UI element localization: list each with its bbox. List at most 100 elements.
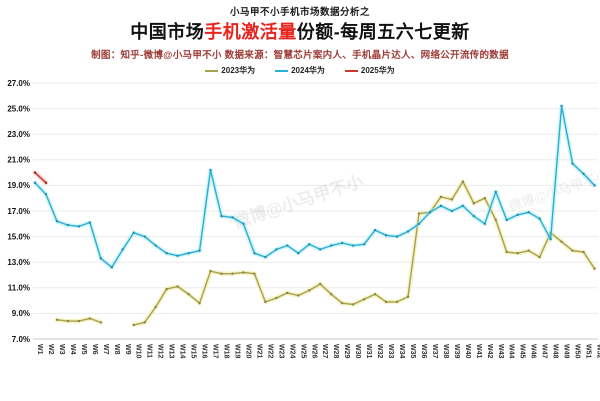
data-point-2023华为 (132, 323, 135, 327)
data-point-2024华为 (286, 244, 289, 247)
y-axis-label: 17.0% (7, 207, 30, 216)
legend-item: 2025华为 (344, 65, 395, 76)
data-point-2023华为 (461, 180, 465, 183)
x-axis-label: W7 (102, 344, 109, 355)
data-point-2024华为 (176, 254, 179, 257)
y-axis-label: 25.0% (7, 104, 30, 113)
x-axis-label: W27 (321, 344, 328, 359)
data-point-2024华为 (77, 225, 81, 228)
data-point-2023华为 (538, 255, 541, 259)
x-axis-label: W19 (233, 344, 240, 359)
data-point-2023华为 (417, 212, 421, 215)
data-point-2023华为 (66, 319, 70, 323)
x-axis-label: W24 (288, 344, 295, 359)
data-point-2023华为 (308, 289, 311, 292)
source-note: 制图：知乎-微博@小马甲不小 数据来源：智慧芯片案内人、手机晶片达人、网络公开流… (91, 50, 509, 61)
x-axis-label: W12 (157, 344, 164, 359)
data-point-2023华为 (242, 271, 245, 274)
page-title: 中国市场手机激活量份额-每周五六七更新 (0, 18, 600, 44)
legend-label: 2023华为 (221, 66, 256, 75)
data-point-2023华为 (351, 303, 355, 306)
data-point-2024华为 (242, 222, 245, 225)
data-point-2023华为 (505, 250, 508, 254)
data-point-2024华为 (121, 248, 124, 251)
x-axis-label: W47 (541, 344, 548, 359)
data-point-2023华为 (560, 240, 563, 243)
x-axis-label: W4 (69, 344, 76, 355)
x-axis-label: W29 (343, 344, 350, 359)
watermark: 微博@小马甲不小 (230, 171, 366, 232)
x-axis-label: W39 (453, 344, 460, 359)
data-point-2023华为 (319, 282, 322, 286)
y-axis-label: 11.0% (8, 284, 30, 293)
series-line-2024华为 (34, 105, 596, 268)
data-point-2024华为 (44, 193, 48, 196)
data-point-2024华为 (154, 244, 157, 247)
data-point-2023华为 (384, 300, 388, 304)
y-axis-label: 19.0% (7, 181, 30, 190)
data-point-2025华为 (44, 181, 48, 185)
x-axis-label: W51 (585, 344, 592, 359)
data-point-2024华为 (549, 237, 552, 241)
data-point-2024华为 (308, 243, 311, 246)
data-point-2024华为 (494, 190, 497, 193)
data-point-2023华为 (253, 272, 256, 275)
legend-label: 2025华为 (360, 66, 395, 75)
legend-label: 2024华为 (291, 66, 325, 75)
data-point-2024华为 (330, 244, 333, 247)
data-point-2023华为 (275, 296, 278, 300)
legend-swatch (344, 69, 358, 72)
x-axis-label: W33 (387, 344, 394, 359)
data-point-2024华为 (384, 234, 388, 237)
data-point-2024华为 (483, 222, 486, 225)
data-point-2023华为 (516, 252, 519, 255)
x-axis-label: W30 (354, 344, 361, 359)
data-point-2024华为 (516, 213, 519, 217)
x-axis-label: W41 (475, 344, 482, 359)
data-point-2024华为 (187, 252, 190, 255)
x-axis-label: W21 (255, 344, 262, 359)
data-point-2024华为 (538, 217, 541, 220)
x-axis-label: W23 (277, 344, 284, 359)
data-point-2024华为 (395, 235, 399, 238)
data-point-2024华为 (593, 184, 596, 187)
data-point-2023华为 (483, 197, 486, 200)
data-point-2023华为 (527, 249, 530, 252)
y-axis-label: 27.0% (7, 79, 30, 88)
title-prefix: 中国市场 (130, 22, 205, 42)
data-point-2023华为 (165, 287, 168, 291)
data-point-2023华为 (472, 202, 476, 205)
x-axis-label: W2 (47, 344, 54, 355)
x-axis-label: W14 (179, 344, 186, 359)
data-point-2024华为 (505, 218, 508, 222)
x-axis-label: W36 (420, 344, 427, 359)
x-axis-label: W3 (58, 344, 65, 355)
data-point-2023华为 (373, 293, 377, 296)
data-point-2023华为 (187, 293, 190, 296)
data-point-2024华为 (527, 211, 530, 214)
x-axis-label: W38 (442, 344, 449, 359)
data-point-2023华为 (176, 285, 179, 288)
data-point-2024华为 (472, 214, 476, 218)
legend-swatch (205, 69, 219, 72)
data-point-2024华为 (351, 244, 355, 247)
data-point-2024华为 (428, 211, 432, 214)
data-point-2023华为 (99, 321, 103, 324)
series-line-2025华为 (34, 171, 47, 184)
x-axis-label: W48 (552, 344, 559, 359)
data-point-2023华为 (88, 317, 92, 320)
x-axis-label: W5 (80, 344, 87, 355)
x-axis-label: W44 (508, 344, 515, 359)
data-point-2024华为 (582, 172, 585, 176)
data-point-2023华为 (362, 298, 366, 301)
data-point-2023华为 (395, 300, 399, 304)
x-axis-label: W17 (212, 344, 219, 359)
x-axis-label: W50 (574, 344, 581, 359)
data-point-2024华为 (132, 231, 135, 234)
data-point-2024华为 (143, 235, 146, 238)
x-axis-label: W26 (310, 344, 317, 359)
x-axis-label: W13 (168, 344, 175, 359)
x-axis-label: W42 (486, 344, 493, 359)
